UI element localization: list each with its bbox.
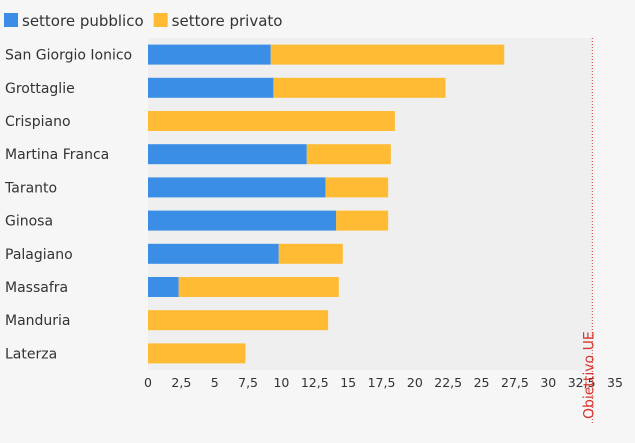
x-tick-label: 7,5 <box>238 375 258 390</box>
legend-swatch-0 <box>4 13 18 27</box>
bar-pubblico <box>148 243 279 264</box>
bar-pubblico <box>148 277 179 297</box>
x-tick-label: 17,5 <box>368 375 396 390</box>
x-tick-label: 12,5 <box>301 375 329 390</box>
objective-label: Obiettivo UE <box>581 331 597 419</box>
category-label: Grottaglie <box>5 81 75 97</box>
bar-privato <box>336 210 389 231</box>
legend-label-0: settore pubblico <box>22 12 144 30</box>
bar-pubblico <box>148 44 271 65</box>
x-tick-label: 22,5 <box>434 375 462 390</box>
legend-swatch-1 <box>153 13 168 27</box>
category-label: Taranto <box>4 180 57 196</box>
bar-pubblico <box>148 77 274 98</box>
category-label: Massafra <box>5 280 68 296</box>
bar-privato <box>325 177 389 198</box>
category-label: Martina Franca <box>5 147 109 163</box>
x-tick-label: 32,5 <box>568 375 596 390</box>
x-tick-label: 25 <box>474 375 490 390</box>
x-tick-label: 35 <box>607 375 623 390</box>
x-tick-label: 20 <box>407 375 423 390</box>
x-tick-label: 27,5 <box>501 375 529 390</box>
x-tick-label: 15 <box>340 375 356 390</box>
bar-pubblico <box>148 144 307 165</box>
bar-privato <box>278 243 343 264</box>
category-label: Palagiano <box>5 247 73 263</box>
category-label: San Giorgio Ionico <box>5 48 132 64</box>
bar-privato <box>273 77 446 98</box>
bar-pubblico <box>148 177 326 198</box>
bar-privato <box>148 343 246 364</box>
category-label: Ginosa <box>5 214 53 230</box>
x-tick-label: 2,5 <box>171 375 191 390</box>
bar-privato <box>148 111 395 131</box>
bar-pubblico <box>148 210 337 231</box>
x-tick-label: 10 <box>273 375 289 390</box>
bar-privato <box>178 277 339 297</box>
x-tick-label: 5 <box>211 375 219 390</box>
category-label: Crispiano <box>5 114 71 130</box>
bar-privato <box>306 144 391 165</box>
legend-label-1: settore privato <box>172 12 283 30</box>
bar-privato <box>270 44 505 65</box>
category-label: Manduria <box>5 313 71 329</box>
x-tick-label: 30 <box>540 375 556 390</box>
bar-privato <box>148 310 329 331</box>
category-label: Laterza <box>5 346 57 362</box>
x-tick-label: 0 <box>144 375 152 390</box>
